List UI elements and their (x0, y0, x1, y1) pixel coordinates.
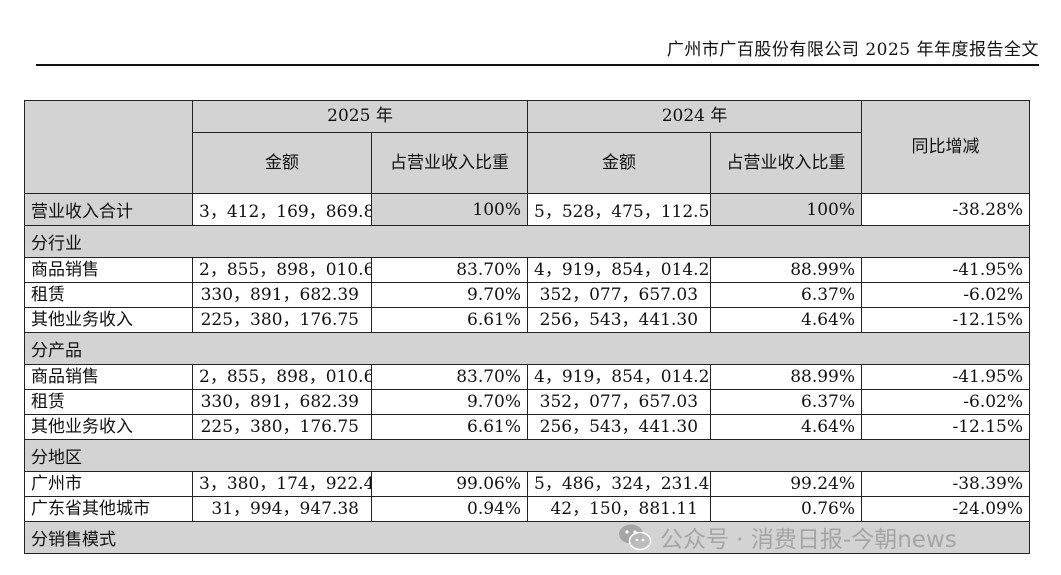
section-title: 分产品 (23, 332, 1031, 365)
table-row: 其他业务收入 225，380，176.75 6.61% 256，543，441.30 4… (24, 414, 1031, 440)
row-label: 其他业务收入 (24, 414, 193, 440)
amount-2024: 352，077，657.03 (527, 389, 712, 415)
ratio-2024: 6.37% (710, 389, 863, 415)
amount-2025: 330，891，682.39 (192, 282, 372, 308)
amount-2025: 330，891，682.39 (192, 389, 372, 415)
ratio-2024: 88.99% (710, 257, 863, 283)
amount-2024: 42，150，881.11 (527, 496, 712, 522)
ratio-2024: 0.76% (710, 496, 863, 522)
amount-2025: 225，380，176.75 (192, 307, 372, 333)
ratio-2025: 6.61% (370, 307, 529, 333)
amount-2024: 256，543，441.30 (527, 414, 712, 440)
ratio-2024: 4.64% (710, 307, 863, 333)
revenue-composition-table: 2025 年 2024 年 同比增减 金额 占营业收入比重 金额 占营业收入比重… (23, 100, 1031, 554)
section-header-row: 分销售模式 (23, 521, 1031, 554)
row-label: 广东省其他城市 (24, 496, 193, 522)
ratio-2024: 6.37% (710, 282, 863, 308)
table-body: 营业收入合计 3，412，169，869.82 100% 5，528，475，1… (23, 193, 1031, 554)
yoy-change: -38.39% (861, 471, 1031, 497)
yoy-change: -6.02% (861, 282, 1031, 308)
table-row: 租赁 330，891，682.39 9.70% 352，077，657.03 6.37%… (24, 282, 1031, 308)
row-label: 租赁 (24, 389, 193, 415)
section-title: 分销售模式 (23, 521, 1031, 554)
amount-2025: 3，380，174，922.44 (192, 471, 372, 497)
yoy-change: -24.09% (861, 496, 1031, 522)
report-title: 广州市广百股份有限公司 2025 年年度报告全文 (666, 40, 1039, 60)
year-2025-header: 2025 年 (191, 100, 529, 133)
ratio-2025: 6.61% (370, 414, 529, 440)
table-row: 商品销售 2，855，898，010.68 83.70% 4，919，854，014.… (24, 257, 1031, 283)
yoy-change: -12.15% (861, 307, 1031, 333)
yoy-change: -12.15% (861, 414, 1031, 440)
amount-2025: 2，855，898，010.68 (192, 257, 372, 283)
ratio-2025: 0.94% (370, 496, 529, 522)
section-header-row: 分行业 (23, 225, 1031, 258)
amount-2024: 4，919，854，014.24 (527, 364, 712, 390)
ratio-2024-header: 占营业收入比重 (710, 132, 863, 194)
ratio-2024: 99.24% (710, 471, 863, 497)
yoy-change: -41.95% (861, 257, 1031, 283)
page-header: 广州市广百股份有限公司 2025 年年度报告全文 (36, 38, 1039, 66)
yoy-change: -41.95% (861, 364, 1031, 390)
table-header: 2025 年 2024 年 同比增减 金额 占营业收入比重 金额 占营业收入比重 (24, 100, 1031, 194)
amount-2025: 31，994，947.38 (192, 496, 372, 522)
row-label: 商品销售 (24, 257, 193, 283)
amount-2025: 2，855，898，010.68 (192, 364, 372, 390)
amount-2024-header: 金额 (527, 132, 712, 194)
yoy-change: -6.02% (861, 389, 1031, 415)
amount-2024: 256，543，441.30 (527, 307, 712, 333)
ratio-2025: 83.70% (370, 364, 529, 390)
ratio-2025: 99.06% (370, 471, 529, 497)
row-label: 广州市 (24, 471, 193, 497)
ratio-2025: 83.70% (370, 257, 529, 283)
row-label: 其他业务收入 (24, 307, 193, 333)
row-label: 商品销售 (24, 364, 193, 390)
year-2024-header: 2024 年 (527, 100, 863, 133)
table-row: 商品销售 2，855，898，010.68 83.70% 4，919，854，014.… (24, 364, 1031, 390)
ratio-2025: 100% (370, 193, 529, 226)
yoy-header: 同比增减 (861, 100, 1031, 194)
ratio-2025: 9.70% (370, 282, 529, 308)
section-header-row: 分产品 (23, 332, 1031, 365)
amount-2024: 4，919，854，014.24 (527, 257, 712, 283)
ratio-2025: 9.70% (370, 389, 529, 415)
table-row: 广州市 3，380，174，922.44 99.06% 5，486，324，231.4… (24, 471, 1031, 497)
amount-2025-header: 金额 (192, 132, 372, 194)
amount-2025: 225，380，176.75 (192, 414, 372, 440)
amount-2024: 5，486，324，231.46 (527, 471, 712, 497)
table-row: 租赁 330，891，682.39 9.70% 352，077，657.03 6.37%… (24, 389, 1031, 415)
section-title: 分地区 (23, 439, 1031, 472)
amount-2024: 352，077，657.03 (527, 282, 712, 308)
section-title: 分行业 (23, 225, 1031, 258)
row-label: 租赁 (24, 282, 193, 308)
ratio-2024: 4.64% (710, 414, 863, 440)
row-label: 营业收入合计 (24, 193, 193, 226)
yoy-change: -38.28% (861, 193, 1031, 226)
table-row: 其他业务收入 225，380，176.75 6.61% 256，543，441.30 4… (24, 307, 1031, 333)
amount-2025: 3，412，169，869.82 (192, 193, 372, 226)
ratio-2024: 100% (710, 193, 863, 226)
amount-2024: 5，528，475，112.57 (527, 193, 712, 226)
ratio-2025-header: 占营业收入比重 (370, 132, 529, 194)
table-row: 广东省其他城市 31，994，947.38 0.94% 42，150，881.11 0.… (24, 496, 1031, 522)
blank-corner-cell (24, 100, 193, 194)
ratio-2024: 88.99% (710, 364, 863, 390)
total-row: 营业收入合计 3，412，169，869.82 100% 5，528，475，1… (24, 193, 1031, 226)
section-header-row: 分地区 (23, 439, 1031, 472)
